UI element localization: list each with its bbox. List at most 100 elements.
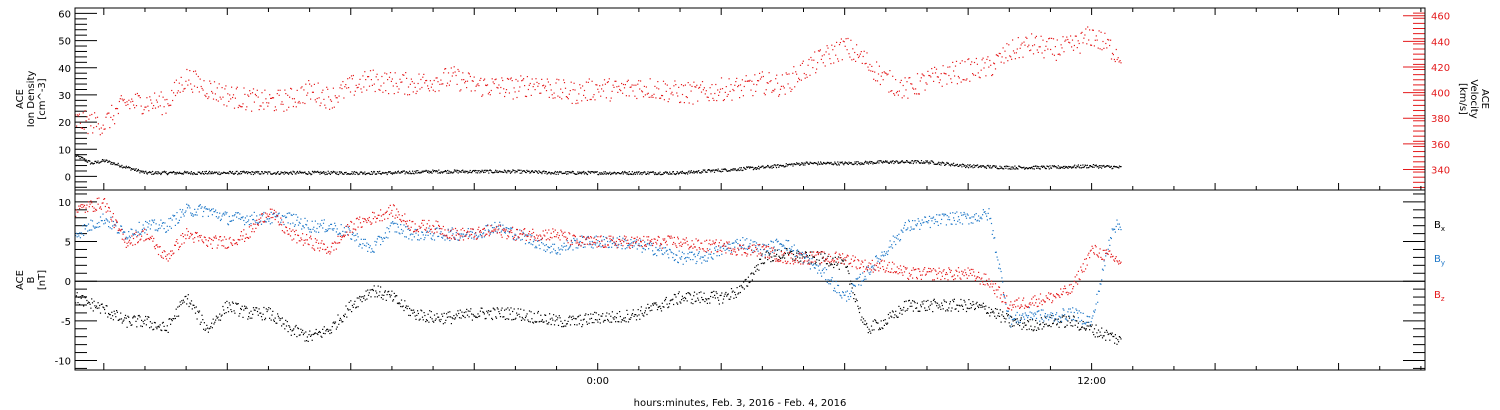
Bx-point <box>326 328 329 330</box>
density-point <box>206 173 208 175</box>
density-point <box>734 168 736 170</box>
By-point <box>556 253 558 255</box>
Bx-point <box>370 296 372 298</box>
density-point <box>1047 166 1050 168</box>
By-point <box>879 262 881 264</box>
velocity-point <box>477 83 479 85</box>
density-point <box>211 173 213 175</box>
velocity-point <box>831 44 833 46</box>
density-point <box>574 173 577 175</box>
Bx-point <box>203 322 205 324</box>
Bx-point <box>1089 325 1091 327</box>
By-point <box>142 224 144 226</box>
velocity-point <box>728 78 730 80</box>
density-point <box>953 162 955 164</box>
Bx-point <box>361 301 363 303</box>
velocity-point <box>1051 37 1053 39</box>
density-point <box>572 171 574 173</box>
By-point <box>449 239 451 242</box>
By-point <box>440 231 442 233</box>
density-point <box>639 173 641 175</box>
density-point <box>811 162 813 164</box>
density-point <box>216 171 218 173</box>
By-point <box>178 219 180 221</box>
density-point <box>415 170 417 172</box>
velocity-point <box>651 94 653 97</box>
density-point <box>79 158 81 160</box>
density-point <box>695 171 697 173</box>
Bx-point <box>988 306 990 309</box>
density-point <box>798 162 800 164</box>
Bx-point <box>340 319 342 321</box>
velocity-point <box>628 95 630 97</box>
Bx-point <box>967 307 969 310</box>
Bx-point <box>273 319 275 321</box>
By-point <box>318 231 320 233</box>
Bx-point <box>941 302 943 304</box>
velocity-point <box>193 70 195 73</box>
velocity-point <box>284 89 286 91</box>
By-point <box>145 229 147 231</box>
Bx-point <box>731 291 733 293</box>
Bx-point <box>862 318 865 320</box>
Bx-point <box>871 329 873 331</box>
density-point <box>864 160 867 162</box>
By-point <box>632 241 634 243</box>
velocity-point <box>483 79 485 81</box>
By-point <box>687 253 689 255</box>
Bx-point <box>198 310 201 312</box>
density-point <box>993 165 995 167</box>
velocity-point <box>93 127 95 129</box>
density-point <box>808 163 810 165</box>
Bx-point <box>249 317 251 319</box>
density-point <box>348 173 350 175</box>
density-point <box>347 173 349 175</box>
velocity-point <box>355 84 357 86</box>
Bx-point <box>726 295 728 297</box>
velocity-point <box>826 45 828 47</box>
Bx-point <box>128 316 130 318</box>
density-point <box>291 172 293 174</box>
density-point <box>224 172 226 174</box>
velocity-point <box>633 84 635 86</box>
density-point <box>307 173 309 175</box>
density-point <box>1118 165 1121 167</box>
Bx-point <box>645 307 647 309</box>
By-point <box>244 224 246 226</box>
density-point <box>893 162 895 165</box>
velocity-point <box>436 77 438 79</box>
density-point <box>1037 167 1039 169</box>
density-point <box>760 166 762 168</box>
density-point <box>255 171 257 173</box>
By-point <box>77 233 79 235</box>
Bx-point <box>624 317 626 319</box>
density-point <box>744 168 746 170</box>
density-point <box>421 171 423 173</box>
By-point <box>787 240 789 242</box>
By-point <box>276 214 278 216</box>
density-point <box>78 156 80 158</box>
Bx-point <box>358 297 360 299</box>
velocity-point <box>803 72 805 75</box>
density-point <box>84 160 86 162</box>
density-point <box>756 167 758 169</box>
Bx-point <box>938 304 940 306</box>
By-point <box>665 250 667 252</box>
density-point <box>831 163 833 165</box>
velocity-point <box>250 93 252 95</box>
density-point <box>556 171 558 173</box>
Bx-point <box>1117 339 1119 341</box>
Bx-point <box>487 312 489 314</box>
velocity-point <box>766 82 768 84</box>
Bx-point <box>601 315 603 317</box>
velocity-point <box>724 91 726 93</box>
velocity-point <box>553 92 555 94</box>
density-point <box>721 168 723 170</box>
velocity-point <box>979 77 981 79</box>
density-point <box>1089 165 1091 167</box>
By-point <box>454 237 456 239</box>
By-point <box>789 250 791 252</box>
By-point <box>825 279 827 281</box>
Bx-point <box>205 328 207 330</box>
density-point <box>754 168 756 170</box>
